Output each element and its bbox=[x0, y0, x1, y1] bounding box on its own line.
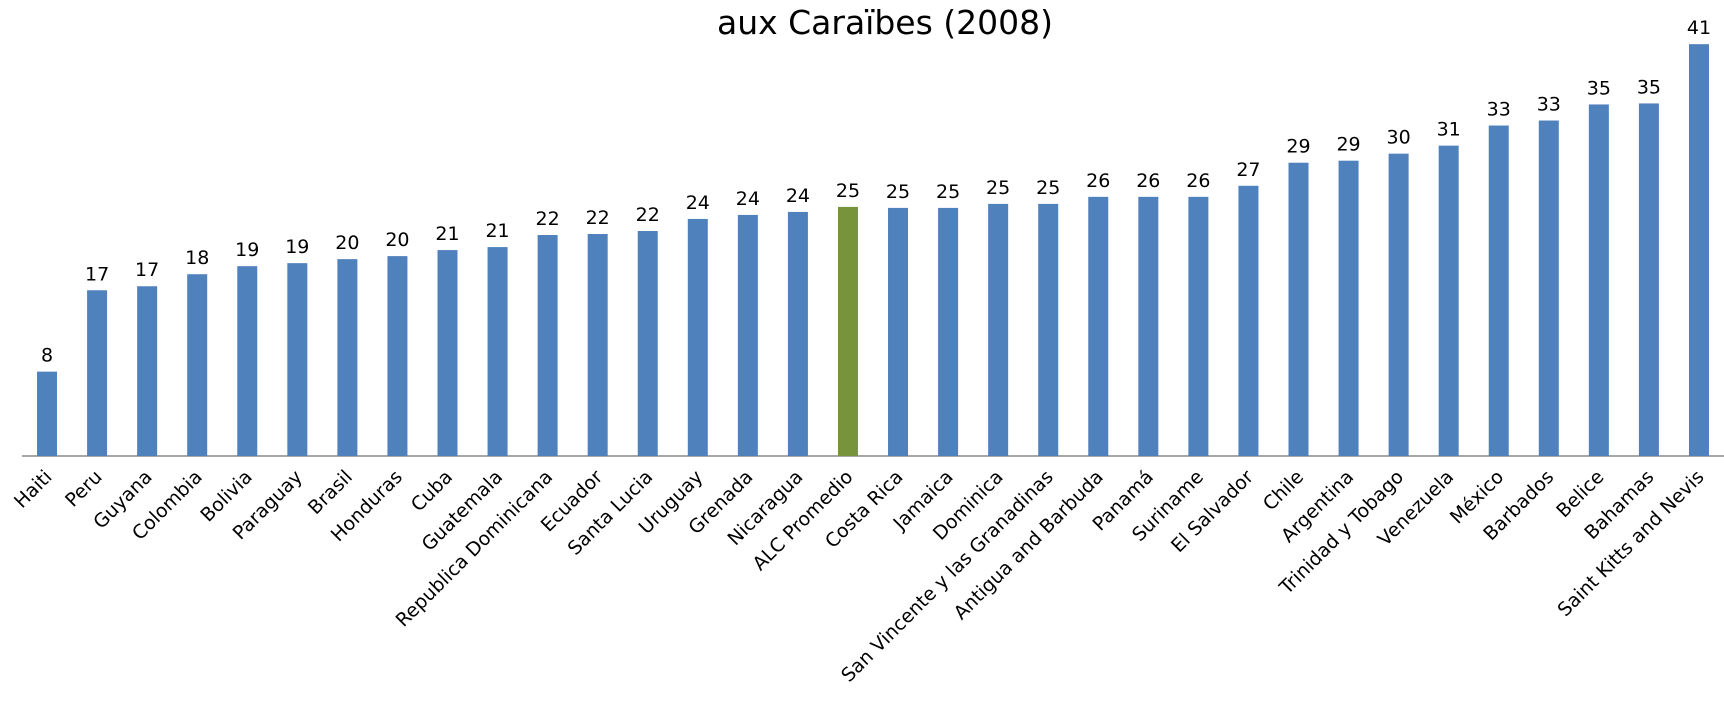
bar bbox=[938, 207, 959, 456]
data-label: 33 bbox=[1537, 94, 1561, 116]
data-label: 25 bbox=[986, 177, 1010, 199]
bar bbox=[87, 290, 108, 456]
bar bbox=[888, 207, 909, 456]
data-label: 19 bbox=[285, 236, 309, 258]
data-label: 26 bbox=[1186, 170, 1210, 192]
data-label: 25 bbox=[1036, 177, 1060, 199]
data-label: 33 bbox=[1487, 99, 1511, 121]
data-label: 22 bbox=[536, 208, 560, 230]
bar bbox=[1238, 185, 1259, 456]
bar bbox=[1188, 196, 1209, 456]
bar bbox=[387, 256, 408, 456]
bar bbox=[1488, 125, 1509, 456]
bar bbox=[1138, 196, 1159, 456]
bar bbox=[587, 234, 608, 456]
data-label: 25 bbox=[886, 181, 910, 203]
bar bbox=[1588, 104, 1609, 456]
data-label: 19 bbox=[235, 239, 259, 261]
bar bbox=[737, 214, 758, 456]
data-label: 22 bbox=[586, 207, 610, 229]
data-label: 21 bbox=[435, 223, 459, 245]
data-label: 24 bbox=[686, 192, 710, 214]
bar bbox=[137, 286, 158, 456]
bar bbox=[687, 218, 708, 456]
chart-title: aux Caraïbes (2008) bbox=[717, 3, 1053, 42]
bar bbox=[487, 247, 508, 456]
data-label: 35 bbox=[1587, 77, 1611, 99]
bar bbox=[537, 235, 558, 456]
data-label: 25 bbox=[836, 180, 860, 202]
data-label: 29 bbox=[1286, 136, 1310, 158]
data-label: 18 bbox=[185, 247, 209, 269]
bar bbox=[1388, 153, 1409, 456]
bar bbox=[1688, 44, 1709, 457]
bar bbox=[437, 250, 458, 456]
bar bbox=[787, 211, 808, 456]
bar bbox=[988, 203, 1009, 456]
data-label: 8 bbox=[41, 345, 53, 367]
bar bbox=[1288, 162, 1309, 457]
bar bbox=[1038, 203, 1059, 456]
data-label: 26 bbox=[1136, 170, 1160, 192]
bar bbox=[187, 274, 208, 456]
data-label: 21 bbox=[485, 220, 509, 242]
data-label: 17 bbox=[85, 263, 109, 285]
bar bbox=[237, 266, 258, 456]
data-label: 35 bbox=[1637, 76, 1661, 98]
data-label: 29 bbox=[1336, 134, 1360, 156]
bar bbox=[337, 259, 358, 456]
bar bbox=[37, 371, 58, 456]
data-label: 41 bbox=[1687, 17, 1711, 39]
bar bbox=[1538, 120, 1559, 456]
bar bbox=[1638, 103, 1659, 456]
data-label: 24 bbox=[736, 188, 760, 210]
bar bbox=[1088, 196, 1109, 456]
bar bbox=[287, 263, 308, 456]
bar bbox=[1338, 160, 1359, 456]
bar bbox=[837, 206, 858, 456]
bar bbox=[637, 231, 658, 456]
x-tick-label: Peru bbox=[61, 466, 106, 511]
data-label: 31 bbox=[1437, 119, 1461, 141]
data-label: 26 bbox=[1086, 170, 1110, 192]
data-label: 22 bbox=[636, 204, 660, 226]
data-label: 20 bbox=[335, 232, 359, 254]
data-label: 25 bbox=[936, 181, 960, 203]
data-label: 20 bbox=[385, 229, 409, 251]
data-label: 17 bbox=[135, 259, 159, 281]
data-label: 24 bbox=[786, 185, 810, 207]
data-label: 27 bbox=[1236, 159, 1260, 181]
data-label: 30 bbox=[1387, 127, 1411, 149]
x-tick-label: Haiti bbox=[10, 466, 57, 513]
bar bbox=[1438, 145, 1459, 457]
